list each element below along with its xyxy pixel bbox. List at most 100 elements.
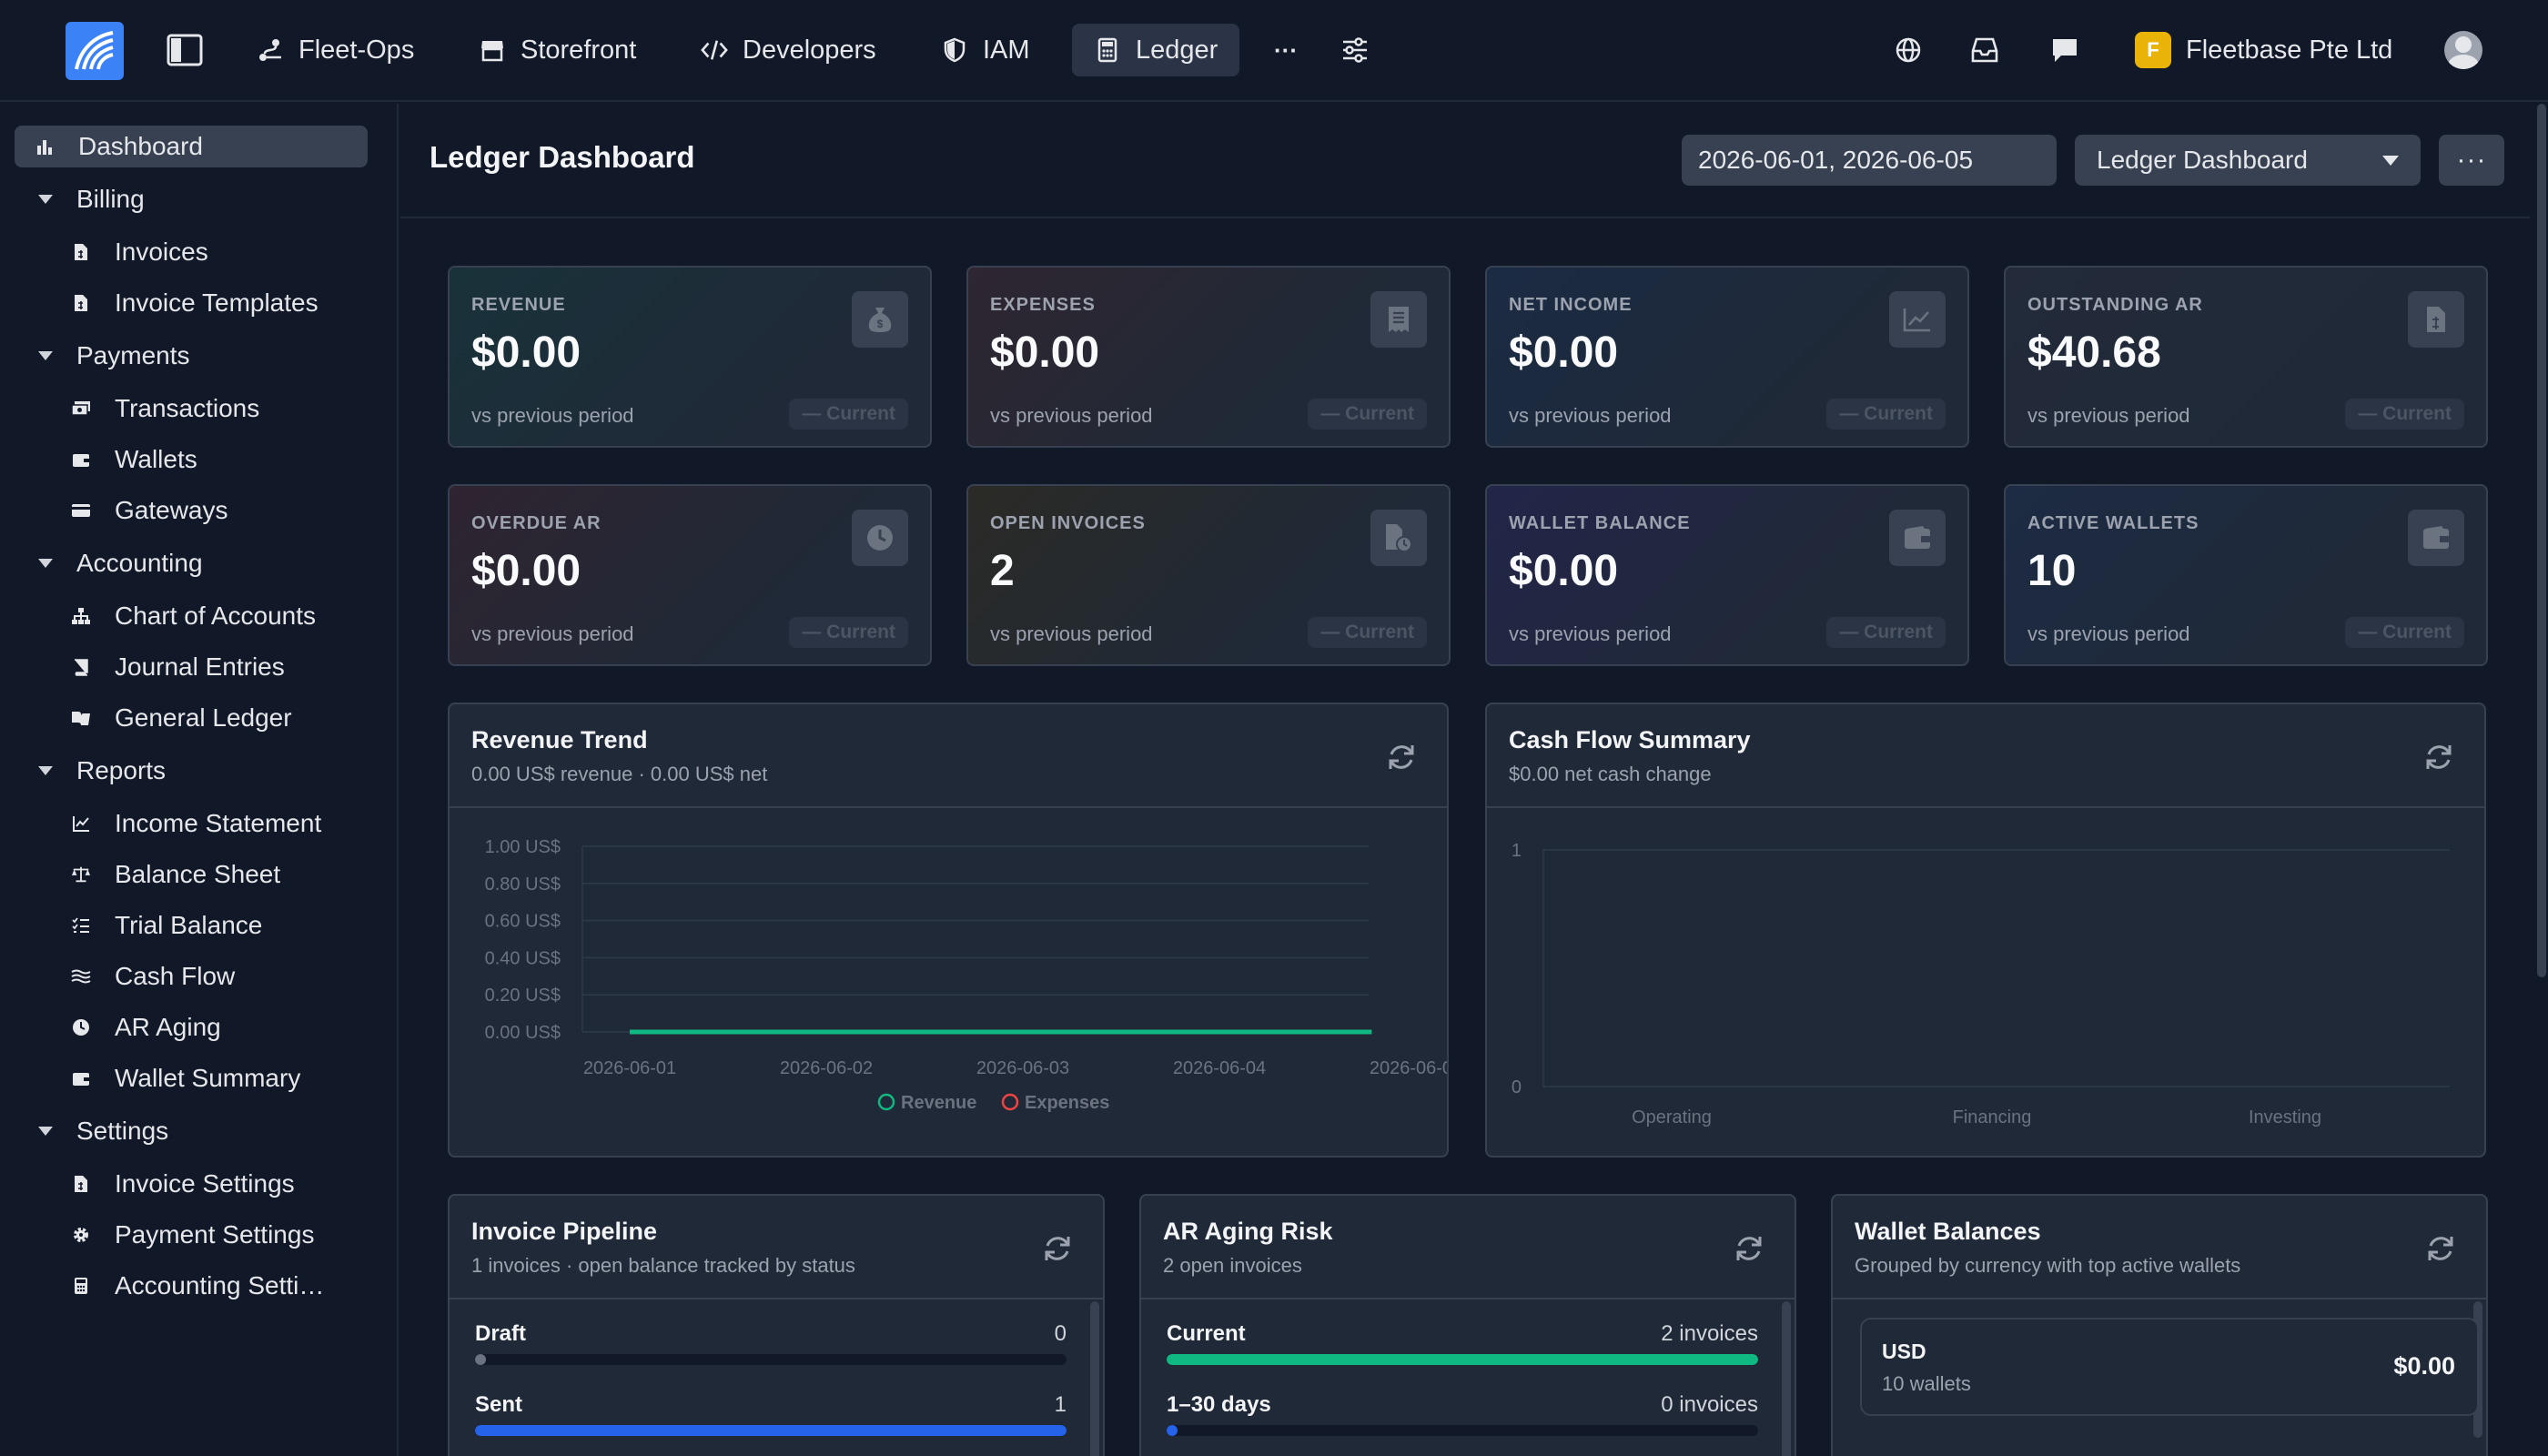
sidebar-item-gateways[interactable]: Gateways <box>15 490 368 531</box>
stat-card[interactable]: ACTIVE WALLETS 10 vs previous period — Curr… <box>2004 484 2488 666</box>
sidebar-item-accounting-settings[interactable]: Accounting Setti… <box>15 1265 368 1307</box>
sliders-icon[interactable] <box>1332 27 1378 73</box>
file-clock-icon <box>1370 510 1427 566</box>
refresh-icon[interactable] <box>1731 1230 1767 1267</box>
panel-header: Revenue Trend 0.00 US$ revenue · 0.00 US… <box>450 704 1447 808</box>
sidebar-item-dashboard[interactable]: Dashboard <box>15 126 368 167</box>
stat-comparison: vs previous period <box>2027 622 2190 645</box>
revenue-trend-panel: Revenue Trend 0.00 US$ revenue · 0.00 US… <box>448 703 1449 1158</box>
panel-title: AR Aging Risk <box>1163 1218 1333 1245</box>
sidebar-group-billing[interactable]: Billing <box>15 178 368 220</box>
page-scrollbar[interactable] <box>2533 104 2548 1456</box>
stat-card[interactable]: OVERDUE AR $0.00 vs previous period — Curre… <box>448 484 932 666</box>
stat-label: EXPENSES <box>990 295 1096 315</box>
inbox-icon[interactable] <box>1962 27 2007 73</box>
status-label: Sent <box>475 1392 523 1417</box>
sidebar-item-wallets[interactable]: Wallets <box>15 439 368 480</box>
stat-value: $0.00 <box>471 547 581 595</box>
y-tick-label: 0.60 US$ <box>485 912 561 932</box>
clock-icon <box>852 510 908 566</box>
line-chart-icon <box>1889 291 1946 348</box>
page-scrollbar-thumb[interactable] <box>2537 104 2546 977</box>
fleetbase-logo[interactable] <box>66 22 124 80</box>
nav-fleet-ops[interactable]: Fleet-Ops <box>235 24 436 76</box>
chat-icon[interactable] <box>2042 27 2088 73</box>
line-chart-icon <box>71 814 91 834</box>
globe-icon[interactable] <box>1886 27 1931 73</box>
refresh-icon[interactable] <box>2422 1230 2459 1267</box>
sidebar-group-label: Reports <box>76 756 167 784</box>
calculator-icon <box>71 1276 91 1296</box>
legend-label[interactable]: Expenses <box>1025 1093 1109 1113</box>
sidebar-item-transactions[interactable]: Transactions <box>15 388 368 430</box>
sidebar-group-settings[interactable]: Settings <box>15 1110 368 1152</box>
wallet-currency-card[interactable]: USD 10 wallets $0.00 <box>1860 1318 2479 1416</box>
sidebar-item-wallet-summary[interactable]: Wallet Summary <box>15 1057 368 1099</box>
nav-developers[interactable]: Developers <box>679 24 898 76</box>
refresh-icon[interactable] <box>2421 739 2457 775</box>
wallet-amount: $0.00 <box>2393 1352 2455 1380</box>
top-navigation: Fleet-Ops Storefront Developers IAM Ledg… <box>0 0 2548 102</box>
sidebar-toggle-icon[interactable] <box>162 27 207 73</box>
caret-down-icon <box>38 1127 53 1136</box>
revenue-trend-chart: 0.00 US$ 0.20 US$ 0.40 US$ 0.60 US$ 0.80 US$… <box>485 837 1447 1113</box>
stat-value: 10 <box>2027 547 2077 595</box>
sidebar-item-invoice-templates[interactable]: Invoice Templates <box>15 282 368 324</box>
stat-card[interactable]: NET INCOME $0.00 vs previous period — Curre… <box>1485 266 1969 448</box>
panel-title: Wallet Balances <box>1855 1218 2041 1245</box>
sidebar-item-invoices[interactable]: Invoices <box>15 231 368 273</box>
nav-label: Fleet-Ops <box>298 35 415 65</box>
stat-card[interactable]: EXPENSES $0.00 vs previous period — Current <box>966 266 1451 448</box>
status-label: Draft <box>475 1321 527 1346</box>
sidebar-item-cash-flow[interactable]: Cash Flow <box>15 956 368 997</box>
panel-scrollbar[interactable] <box>1090 1301 1099 1456</box>
wallet-icon <box>71 450 91 470</box>
nav-label: IAM <box>983 35 1030 65</box>
stat-label: OUTSTANDING AR <box>2027 295 2203 315</box>
stat-comparison: vs previous period <box>471 404 634 427</box>
sidebar-item-income-statement[interactable]: Income Statement <box>15 803 368 844</box>
stat-trend-badge: — Current <box>2345 617 2464 648</box>
sidebar-item-payment-settings[interactable]: Payment Settings <box>15 1214 368 1256</box>
dashboard-options-button[interactable]: ··· <box>2439 135 2504 186</box>
sidebar-group-accounting[interactable]: Accounting <box>15 542 368 584</box>
sidebar-group-payments[interactable]: Payments <box>15 335 368 377</box>
nav-ledger[interactable]: Ledger <box>1072 24 1240 76</box>
sidebar-item-balance-sheet[interactable]: Balance Sheet <box>15 854 368 895</box>
refresh-icon[interactable] <box>1383 739 1420 775</box>
refresh-icon[interactable] <box>1039 1230 1076 1267</box>
organization-switcher[interactable]: F Fleetbase Pte Ltd <box>2113 24 2414 76</box>
sidebar-item-journal-entries[interactable]: Journal Entries <box>15 646 368 688</box>
sidebar-item-label: Cash Flow <box>115 962 236 990</box>
book-open-icon <box>71 708 91 728</box>
nav-more-button[interactable]: ··· <box>1263 27 1309 73</box>
panel-subtitle: 1 invoices · open balance tracked by sta… <box>471 1254 855 1277</box>
credit-card-icon <box>71 500 91 521</box>
nav-label: Developers <box>743 35 876 65</box>
panel-scrollbar[interactable] <box>1782 1301 1791 1456</box>
stat-card[interactable]: OUTSTANDING AR $40.68 vs previous period — … <box>2004 266 2488 448</box>
stat-card[interactable]: OPEN INVOICES 2 vs previous period — Curren… <box>966 484 1451 666</box>
x-tick-label: Financing <box>1953 1107 2032 1127</box>
stat-value: $0.00 <box>471 329 581 377</box>
stat-card[interactable]: REVENUE $0.00 vs previous period — Current $ <box>448 266 932 448</box>
sidebar-item-general-ledger[interactable]: General Ledger <box>15 697 368 739</box>
sidebar-item-trial-balance[interactable]: Trial Balance <box>15 905 368 946</box>
user-avatar[interactable] <box>2444 31 2482 69</box>
progress-track <box>1167 1425 1758 1436</box>
sidebar-item-label: Transactions <box>115 394 260 422</box>
legend-label[interactable]: Revenue <box>901 1093 976 1113</box>
dashboard-select[interactable]: Ledger Dashboard <box>2075 135 2421 186</box>
date-range-input[interactable] <box>1682 135 2057 186</box>
sidebar-item-invoice-settings[interactable]: Invoice Settings <box>15 1163 368 1205</box>
progress-fill <box>1167 1354 1758 1365</box>
sidebar-item-label: Payment Settings <box>115 1220 315 1249</box>
sidebar-item-chart-of-accounts[interactable]: Chart of Accounts <box>15 595 368 637</box>
sidebar-item-label: AR Aging <box>115 1013 221 1041</box>
stat-label: OPEN INVOICES <box>990 513 1146 533</box>
sidebar-item-ar-aging[interactable]: AR Aging <box>15 1006 368 1048</box>
stat-card[interactable]: WALLET BALANCE $0.00 vs previous period — C… <box>1485 484 1969 666</box>
nav-iam[interactable]: IAM <box>919 24 1052 76</box>
nav-storefront[interactable]: Storefront <box>457 24 658 76</box>
sidebar-group-reports[interactable]: Reports <box>15 750 368 792</box>
